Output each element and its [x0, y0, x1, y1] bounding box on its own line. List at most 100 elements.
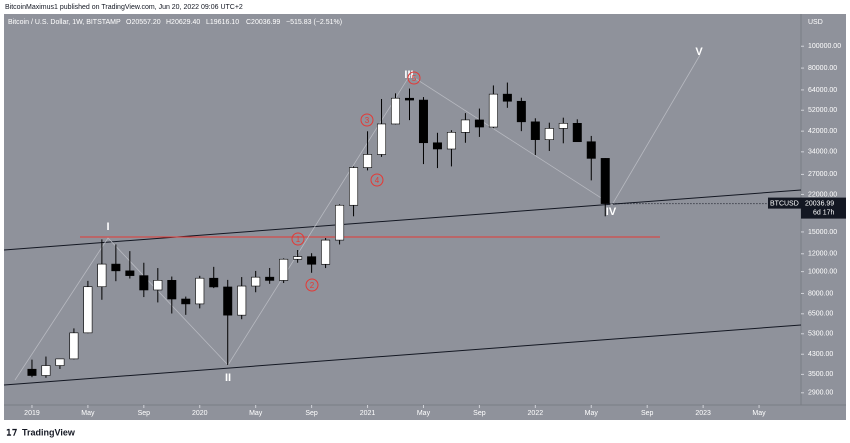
x-tick-label: Sep — [138, 410, 151, 417]
candle-body — [111, 263, 121, 272]
chart-title: Bitcoin / U.S. Dollar, 1W, BITSTAMP — [8, 19, 121, 26]
countdown: 6d 17h — [813, 209, 835, 216]
x-tick-label: Sep — [305, 410, 318, 417]
candle-body — [167, 280, 177, 300]
wave-label: II — [225, 372, 231, 384]
trend-line — [3, 324, 802, 386]
candle-body — [586, 141, 596, 159]
candle-body — [600, 158, 610, 204]
candle-body — [139, 275, 149, 291]
candle-body — [153, 280, 163, 291]
y-tick-label: 22000.00 — [808, 191, 837, 198]
candle-body — [349, 167, 359, 206]
y-tick-label: 42000.00 — [808, 128, 837, 135]
sub-wave-label: 1 — [296, 235, 301, 244]
candle-body — [377, 123, 387, 155]
candle-body — [27, 368, 37, 376]
ohlc: −515.83 (−2.51%) — [286, 19, 342, 26]
ohlc: H20629.40 — [166, 19, 200, 26]
sub-wave-circle — [305, 278, 319, 292]
sub-wave-label: 2 — [310, 281, 315, 290]
candle-body — [251, 276, 261, 287]
sub-wave-circle — [291, 232, 305, 246]
y-tick-label: 27000.00 — [808, 171, 837, 178]
ohlc: C20036.99 — [246, 19, 280, 26]
x-tick-label: May — [81, 410, 95, 417]
sub-wave-circle — [360, 113, 374, 127]
candle-body — [195, 277, 205, 305]
candle-body — [446, 132, 456, 150]
plot-bg — [4, 14, 846, 420]
currency: USD — [808, 19, 823, 26]
sub-wave-label: 4 — [375, 176, 380, 185]
y-tick-label: 80000.00 — [808, 65, 837, 72]
sub-wave-circle — [407, 71, 421, 85]
candle-body — [293, 256, 303, 260]
candle-body — [391, 97, 401, 125]
y-tick-label: 5300.00 — [808, 331, 833, 338]
x-tick-label: 2020 — [192, 410, 208, 417]
wave-label: I — [106, 221, 109, 233]
candle-body — [223, 286, 233, 316]
candle-body — [558, 123, 568, 129]
candle-body — [432, 142, 442, 150]
candle-body — [335, 204, 345, 241]
candle-body — [488, 93, 498, 128]
symbol-box — [768, 197, 801, 209]
y-tick-label: 3500.00 — [808, 371, 833, 378]
candle-body — [265, 276, 275, 281]
candle-body — [209, 277, 219, 288]
trend-line — [3, 189, 802, 251]
ohlc: O20557.20 — [126, 19, 161, 26]
candle-body — [321, 239, 331, 265]
x-tick-label: 2023 — [695, 410, 711, 417]
x-tick-label: 2019 — [24, 410, 40, 417]
candle-body — [544, 128, 554, 140]
candle-body — [572, 123, 582, 143]
x-tick-label: May — [249, 410, 263, 417]
candle-body — [83, 286, 93, 334]
candle-body — [474, 119, 484, 128]
candle-body — [279, 258, 289, 281]
candle-body — [460, 119, 470, 133]
candle-body — [363, 154, 373, 168]
y-tick-label: 15000.00 — [808, 229, 837, 236]
y-tick-label: 100000.00 — [808, 43, 841, 50]
y-tick-label: 6500.00 — [808, 311, 833, 318]
y-tick-label: 8000.00 — [808, 290, 833, 297]
sub-wave-circle — [370, 173, 384, 187]
ohlc: L19616.10 — [206, 19, 239, 26]
x-tick-label: 2021 — [360, 410, 376, 417]
x-tick-label: May — [752, 410, 766, 417]
candle-body — [181, 298, 191, 305]
wave-path — [14, 54, 701, 381]
x-tick-label: May — [417, 410, 431, 417]
y-tick-label: 12000.00 — [808, 251, 837, 258]
candle-body — [530, 121, 540, 140]
y-tick-label: 10000.00 — [808, 268, 837, 275]
y-tick-label: 2900.00 — [808, 390, 833, 397]
candle-body — [55, 358, 65, 366]
wave-label: IV — [606, 206, 617, 218]
candle-body — [516, 100, 526, 123]
x-tick-label: May — [585, 410, 599, 417]
brand-logo: 𝟣𝟩 — [6, 427, 18, 437]
sub-wave-label: 5 — [412, 74, 417, 83]
candle-body — [125, 270, 135, 276]
candle-body — [41, 365, 51, 376]
price-box — [801, 197, 846, 219]
y-tick-label: 64000.00 — [808, 87, 837, 94]
candle-body — [307, 256, 317, 265]
x-tick-label: Sep — [473, 410, 486, 417]
symbol: BTCUSD — [770, 200, 799, 207]
sub-wave-label: 3 — [365, 116, 370, 125]
brand: TradingView — [22, 427, 76, 437]
candle-body — [69, 332, 79, 360]
candle-body — [502, 93, 512, 102]
x-tick-label: 2022 — [528, 410, 544, 417]
candle-body — [404, 97, 414, 101]
x-tick-label: Sep — [641, 410, 654, 417]
candle-body — [418, 99, 428, 144]
last-price: 20036.99 — [805, 200, 834, 207]
